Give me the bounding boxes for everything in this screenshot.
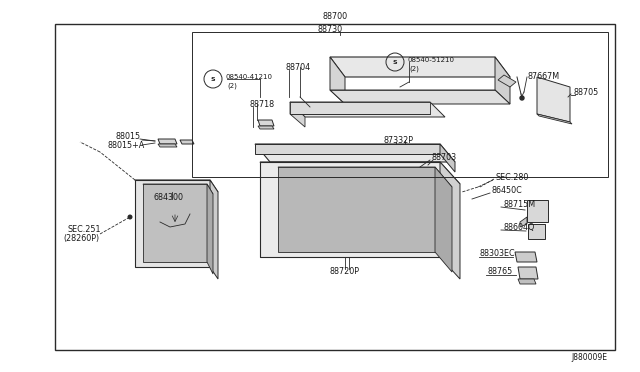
Polygon shape — [180, 140, 194, 144]
Polygon shape — [258, 126, 274, 129]
Polygon shape — [158, 139, 177, 144]
Text: 87667M: 87667M — [528, 71, 560, 80]
Text: (2): (2) — [227, 83, 237, 89]
Text: 88703: 88703 — [432, 153, 457, 161]
Polygon shape — [255, 144, 440, 154]
Polygon shape — [537, 114, 572, 124]
Polygon shape — [278, 167, 452, 187]
Text: S: S — [393, 60, 397, 64]
Polygon shape — [290, 102, 430, 114]
Polygon shape — [207, 184, 213, 274]
Polygon shape — [440, 162, 460, 279]
Polygon shape — [528, 224, 545, 239]
Text: 88604Q: 88604Q — [503, 222, 534, 231]
Bar — [55, 24, 615, 350]
Polygon shape — [135, 180, 210, 267]
Text: 86450C: 86450C — [492, 186, 523, 195]
Text: J880009E: J880009E — [571, 353, 607, 362]
Text: 88303EC: 88303EC — [480, 250, 516, 259]
Text: 88718: 88718 — [250, 99, 275, 109]
Polygon shape — [330, 90, 510, 104]
Polygon shape — [537, 77, 570, 122]
Polygon shape — [440, 144, 455, 172]
Polygon shape — [527, 200, 548, 222]
Text: 88705: 88705 — [573, 87, 598, 96]
Text: 88704: 88704 — [285, 62, 310, 71]
Text: 88765: 88765 — [487, 267, 512, 276]
Polygon shape — [258, 120, 274, 126]
Text: 88720P: 88720P — [330, 267, 360, 276]
Polygon shape — [290, 102, 445, 117]
Text: 88730: 88730 — [317, 25, 342, 33]
Polygon shape — [135, 180, 218, 192]
Text: 08540-51210: 08540-51210 — [407, 57, 454, 63]
Polygon shape — [290, 102, 305, 127]
Text: 08540-41210: 08540-41210 — [225, 74, 272, 80]
Polygon shape — [498, 75, 516, 87]
Polygon shape — [278, 167, 435, 252]
Polygon shape — [495, 57, 510, 104]
Polygon shape — [210, 180, 218, 279]
Text: 88015+A: 88015+A — [107, 141, 144, 150]
Polygon shape — [330, 57, 510, 77]
Polygon shape — [143, 184, 213, 194]
Polygon shape — [255, 144, 455, 162]
Polygon shape — [143, 184, 207, 262]
Polygon shape — [260, 162, 440, 257]
Text: SEC.251: SEC.251 — [67, 224, 100, 234]
Circle shape — [127, 215, 132, 219]
Text: 88015: 88015 — [115, 131, 140, 141]
Polygon shape — [260, 162, 460, 184]
Polygon shape — [520, 217, 527, 227]
Polygon shape — [515, 252, 537, 262]
Text: (28260P): (28260P) — [63, 234, 99, 243]
Text: 88700: 88700 — [323, 12, 348, 20]
Text: 684300: 684300 — [153, 192, 183, 202]
Polygon shape — [518, 279, 536, 284]
Polygon shape — [518, 267, 538, 279]
Polygon shape — [330, 57, 345, 104]
Circle shape — [520, 96, 524, 100]
Polygon shape — [435, 167, 452, 272]
Text: S: S — [211, 77, 215, 81]
Bar — [192, 32, 608, 177]
Polygon shape — [158, 144, 177, 147]
Text: (2): (2) — [409, 66, 419, 72]
Text: 87332P: 87332P — [383, 135, 413, 144]
Text: SEC.280: SEC.280 — [496, 173, 529, 182]
Text: 88715M: 88715M — [503, 199, 535, 208]
